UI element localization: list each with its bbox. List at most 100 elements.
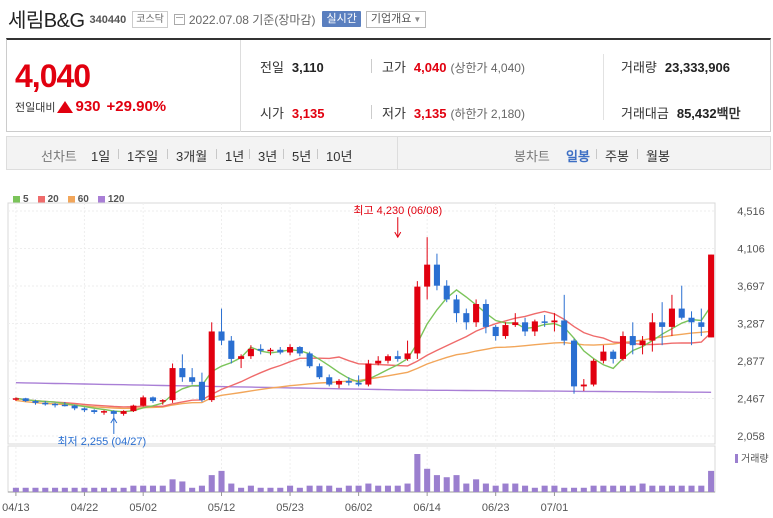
volume-bar (169, 479, 176, 492)
high-price: 고가 4,040 (상한가 4,040) (382, 57, 525, 76)
x-tick-label: 06/02 (345, 502, 373, 514)
divider (317, 149, 318, 159)
volume-bar (570, 487, 578, 492)
volume-bar (149, 485, 157, 492)
x-tick-label: 05/12 (208, 502, 236, 514)
candle-body (218, 331, 225, 341)
legend-label: 60 (77, 194, 89, 205)
candle-daily[interactable]: 일봉 (566, 149, 590, 164)
y-tick-label: 2,058 (737, 431, 765, 443)
legend-ma120: 120 (97, 194, 125, 205)
volume-bar (198, 485, 205, 492)
volume-bar (708, 470, 715, 492)
candle-monthly[interactable]: 월봉 (646, 149, 670, 164)
y-tick-label: 4,106 (737, 244, 765, 256)
candle-body (561, 320, 568, 341)
legend-label: 120 (107, 194, 125, 205)
period-1d[interactable]: 1일 (91, 149, 111, 164)
volume-bar (12, 487, 19, 492)
change-label: 전일대비 (15, 101, 56, 114)
candle-body (12, 398, 19, 400)
volume-bar (179, 481, 186, 492)
volume-bar (522, 485, 529, 492)
volume-bar (404, 483, 411, 492)
price-change: 전일대비 930 +29.90% (15, 98, 166, 115)
candle-body (296, 347, 303, 354)
legend-ma5: 5 (13, 194, 29, 205)
candle-body (551, 320, 558, 323)
upper-limit: (상한가 4,040) (450, 61, 525, 75)
legend-swatch (97, 196, 105, 203)
volume-bar (629, 485, 636, 492)
trade-value-label: 거래대금 (621, 106, 669, 121)
candle-body (522, 322, 529, 332)
candle-body (355, 382, 362, 385)
high-label: 고가 (382, 60, 406, 75)
ma60-line (15, 330, 712, 410)
candle-chart-label: 봉차트 (514, 149, 550, 164)
volume-bar (120, 487, 127, 492)
candle-body (414, 286, 421, 354)
candle-body (365, 363, 372, 385)
volume-bar (355, 485, 362, 492)
company-info-dropdown[interactable]: 기업개요 ▼ (365, 10, 427, 28)
period-3m[interactable]: 3개월 (176, 149, 208, 164)
prev-close-value: 3,110 (291, 60, 324, 75)
period-5y[interactable]: 5년 (292, 149, 312, 164)
volume-bar (365, 483, 372, 492)
volume-bar (71, 487, 78, 492)
volume-bar (600, 485, 607, 492)
prev-close: 전일 3,110 (260, 57, 324, 76)
volume-bar (267, 487, 274, 492)
high-annotation: 최고 4,230 (06/08) (353, 204, 442, 217)
candle-body (541, 321, 548, 323)
volume-bar (326, 485, 333, 492)
period-3y[interactable]: 3년 (258, 149, 278, 164)
candle-weekly[interactable]: 주봉 (605, 149, 629, 164)
volume-bar (531, 487, 538, 492)
volume-bar (443, 477, 450, 492)
candle-body (688, 317, 695, 323)
legend-label: 20 (47, 194, 59, 205)
y-tick-label: 2,877 (737, 356, 765, 368)
period-1y[interactable]: 1년 (225, 149, 245, 164)
volume-bar (561, 487, 568, 492)
volume-bar (414, 454, 421, 492)
candle-body (32, 401, 39, 403)
candle-body (580, 384, 587, 387)
realtime-button[interactable]: 실시간 (322, 11, 361, 27)
y-tick-label: 2,467 (737, 394, 765, 406)
x-tick-label: 05/02 (129, 502, 157, 514)
volume-bar (580, 487, 587, 492)
volume-legend-swatch (735, 454, 738, 463)
candle-body (629, 336, 636, 346)
legend-ma20: 20 (37, 194, 59, 205)
candle-body (42, 402, 49, 405)
candle-body (179, 368, 186, 378)
candle-body (708, 254, 715, 338)
volume-bar (698, 485, 705, 492)
volume-bar (482, 483, 489, 492)
volume: 거래량 23,333,906 (621, 57, 730, 76)
candle-body (100, 411, 108, 413)
candle-body (208, 331, 215, 401)
candle-body (120, 411, 127, 414)
y-tick-label: 3,287 (737, 319, 765, 331)
quote-box: 4,040 전일대비 930 +29.90% 전일 3,110 고가 4,040 (상… (6, 38, 771, 132)
candle-body (512, 322, 519, 326)
chart-legend: 5 20 60 120 (13, 194, 134, 205)
divider (397, 137, 398, 169)
volume-bar (590, 485, 597, 492)
candle-body (345, 380, 352, 383)
divider (283, 149, 284, 159)
calendar-icon (173, 13, 185, 25)
volume-bar (639, 483, 646, 492)
ma5-line (15, 289, 712, 413)
volume-bar (91, 487, 98, 492)
period-10y[interactable]: 10년 (326, 149, 353, 164)
low-price: 저가 3,135 (하한가 2,180) (382, 103, 525, 122)
candle-body (247, 348, 254, 357)
stock-name[interactable]: 세림B&G (8, 9, 85, 32)
period-1w[interactable]: 1주일 (127, 149, 159, 164)
